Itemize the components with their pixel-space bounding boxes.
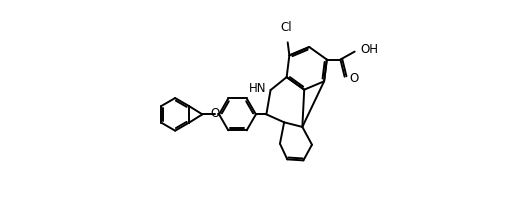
Text: Cl: Cl — [281, 21, 292, 34]
Text: O: O — [210, 107, 219, 120]
Text: O: O — [349, 72, 358, 85]
Text: OH: OH — [360, 43, 378, 56]
Text: HN: HN — [249, 82, 266, 95]
